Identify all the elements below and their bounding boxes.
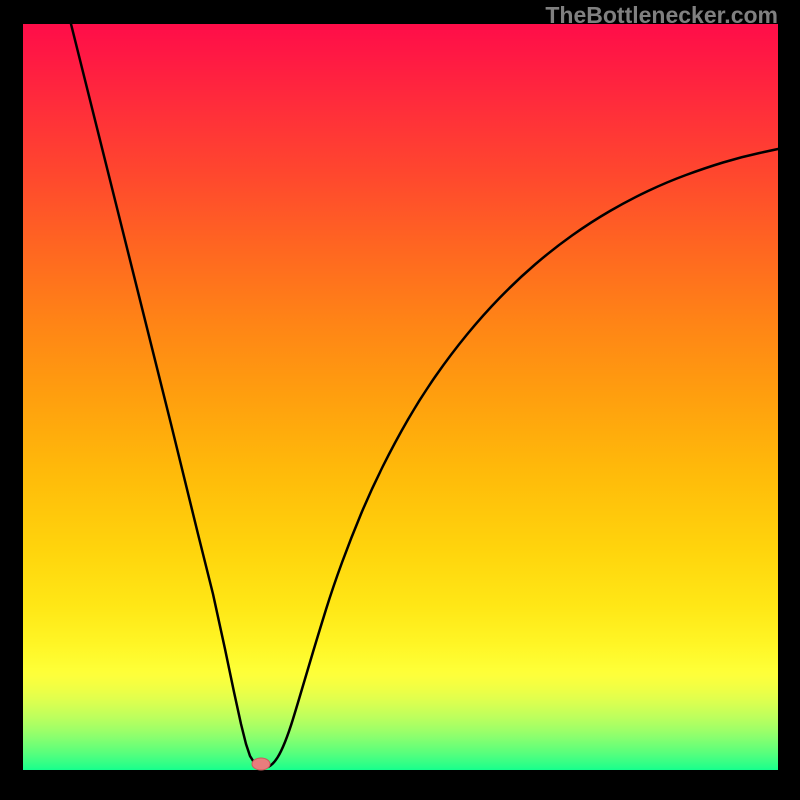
minimum-marker (252, 758, 270, 770)
watermark-text: TheBottlenecker.com (545, 2, 778, 29)
chart-container: TheBottlenecker.com (0, 0, 800, 800)
plot-background (23, 24, 778, 770)
plot-svg (0, 0, 800, 800)
